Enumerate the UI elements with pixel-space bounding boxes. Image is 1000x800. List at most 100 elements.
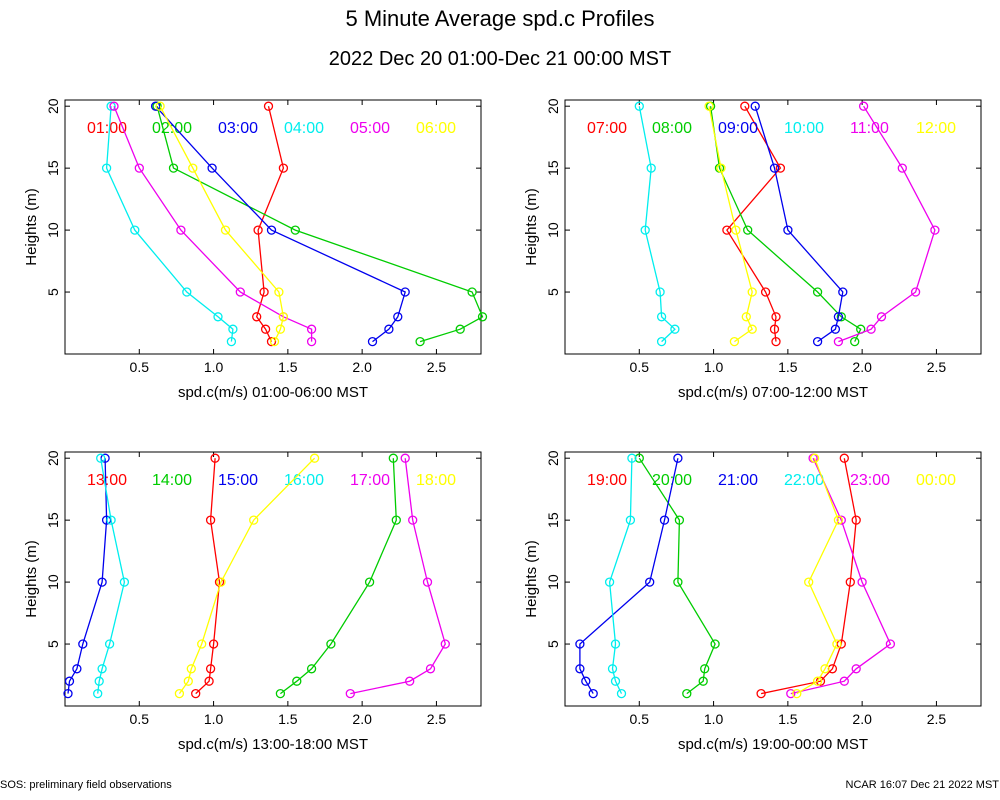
data-point xyxy=(415,336,425,347)
data-point xyxy=(216,577,226,587)
data-point xyxy=(93,688,103,699)
data-point xyxy=(259,287,269,297)
y-tick-label: 15 xyxy=(545,512,561,528)
data-point xyxy=(836,515,846,525)
data-point xyxy=(839,676,849,686)
data-point xyxy=(408,515,418,525)
x-axis-label: spd.c(m/s) 13:00-18:00 MST xyxy=(178,736,368,753)
series-line xyxy=(760,458,857,695)
series-line xyxy=(155,105,406,343)
legend-entry: 20:00 xyxy=(652,472,692,489)
legend-entry: 12:00 xyxy=(916,120,956,137)
data-point xyxy=(833,312,844,322)
data-point xyxy=(228,324,238,334)
x-tick-label: 1.5 xyxy=(778,359,798,375)
series-04:00 xyxy=(101,101,238,347)
y-tick-label: 10 xyxy=(45,222,61,238)
series-02:00 xyxy=(152,101,488,347)
legend-entry: 05:00 xyxy=(350,120,390,137)
x-axis-label: spd.c(m/s) 01:00-06:00 MST xyxy=(178,384,368,401)
series-21:00 xyxy=(575,453,683,699)
data-point xyxy=(769,163,780,173)
data-point xyxy=(364,577,375,587)
series-17:00 xyxy=(345,453,450,699)
data-point xyxy=(176,225,186,235)
series-line xyxy=(195,458,221,695)
x-tick-label: 0.5 xyxy=(630,359,650,375)
data-point xyxy=(673,577,683,587)
data-point xyxy=(306,324,317,334)
plot-frame xyxy=(564,99,982,355)
y-tick-label: 5 xyxy=(45,640,61,648)
data-point xyxy=(278,163,289,173)
data-point xyxy=(226,336,237,347)
legend-entry: 23:00 xyxy=(850,472,890,489)
series-10:00 xyxy=(634,101,680,347)
y-tick-label: 20 xyxy=(545,98,561,114)
data-point xyxy=(700,664,710,674)
data-point xyxy=(78,639,88,649)
legend-entry: 15:00 xyxy=(218,472,258,489)
y-tick-label: 5 xyxy=(545,288,561,296)
series-line xyxy=(113,105,313,342)
data-point xyxy=(309,453,320,463)
data-point xyxy=(850,336,860,347)
data-point xyxy=(812,676,823,686)
figure-subtitle: 2022 Dec 20 01:00-Dec 21 00:00 MST xyxy=(329,48,671,70)
series-23:00 xyxy=(786,453,896,699)
chart-panel-1: 0.5 1.0 1.5 2.0 2.5 5 10 15 20 spd.c(m/s) 01:00-0… xyxy=(23,98,488,401)
data-point xyxy=(832,639,842,649)
legend-entry: 09:00 xyxy=(718,120,758,137)
data-point xyxy=(771,312,781,322)
data-point xyxy=(604,577,615,587)
y-axis-label: Heights (m) xyxy=(523,540,540,618)
data-point xyxy=(119,577,130,587)
figure-title: 5 Minute Average spd.c Profiles xyxy=(346,6,655,31)
data-point xyxy=(646,163,656,173)
data-point xyxy=(204,676,214,686)
plot-frame xyxy=(564,451,982,707)
data-point xyxy=(188,163,198,173)
data-point xyxy=(625,515,636,525)
data-point xyxy=(393,312,403,322)
legend-entry: 17:00 xyxy=(350,472,390,489)
data-point xyxy=(607,664,618,674)
series-19:00 xyxy=(756,453,861,699)
series-11:00 xyxy=(833,101,940,347)
data-point xyxy=(830,324,841,334)
data-point xyxy=(197,639,207,649)
y-tick-label: 10 xyxy=(545,574,561,590)
data-point xyxy=(278,312,289,322)
series-18:00 xyxy=(174,453,320,699)
x-tick-label: 1.5 xyxy=(278,359,298,375)
data-point xyxy=(820,664,830,674)
data-point xyxy=(384,324,394,334)
data-point xyxy=(804,577,814,587)
footer-left: SOS: preliminary field observations xyxy=(0,779,172,791)
data-point xyxy=(659,515,670,525)
series-line xyxy=(280,458,397,695)
series-line xyxy=(156,106,484,343)
y-tick-label: 5 xyxy=(45,288,61,296)
y-axis-label: Heights (m) xyxy=(23,540,40,618)
series-line xyxy=(105,106,234,342)
data-point xyxy=(771,336,781,347)
y-axis-label: Heights (m) xyxy=(523,188,540,266)
legend-entry: 10:00 xyxy=(784,120,824,137)
data-point xyxy=(422,577,433,587)
legend-entry: 14:00 xyxy=(152,472,192,489)
x-tick-label: 0.5 xyxy=(130,711,150,727)
data-point xyxy=(130,225,140,235)
x-axis-label: spd.c(m/s) 19:00-00:00 MST xyxy=(678,736,868,753)
x-tick-label: 2.5 xyxy=(927,711,947,727)
x-tick-label: 2.0 xyxy=(352,711,372,727)
series-00:00 xyxy=(792,453,844,699)
legend-entry: 11:00 xyxy=(850,120,889,137)
x-tick-label: 1.5 xyxy=(778,711,798,727)
data-point xyxy=(101,163,112,173)
data-point xyxy=(588,688,598,699)
data-point xyxy=(775,163,786,173)
data-point xyxy=(388,453,398,463)
data-point xyxy=(640,225,650,235)
data-point xyxy=(263,101,274,111)
